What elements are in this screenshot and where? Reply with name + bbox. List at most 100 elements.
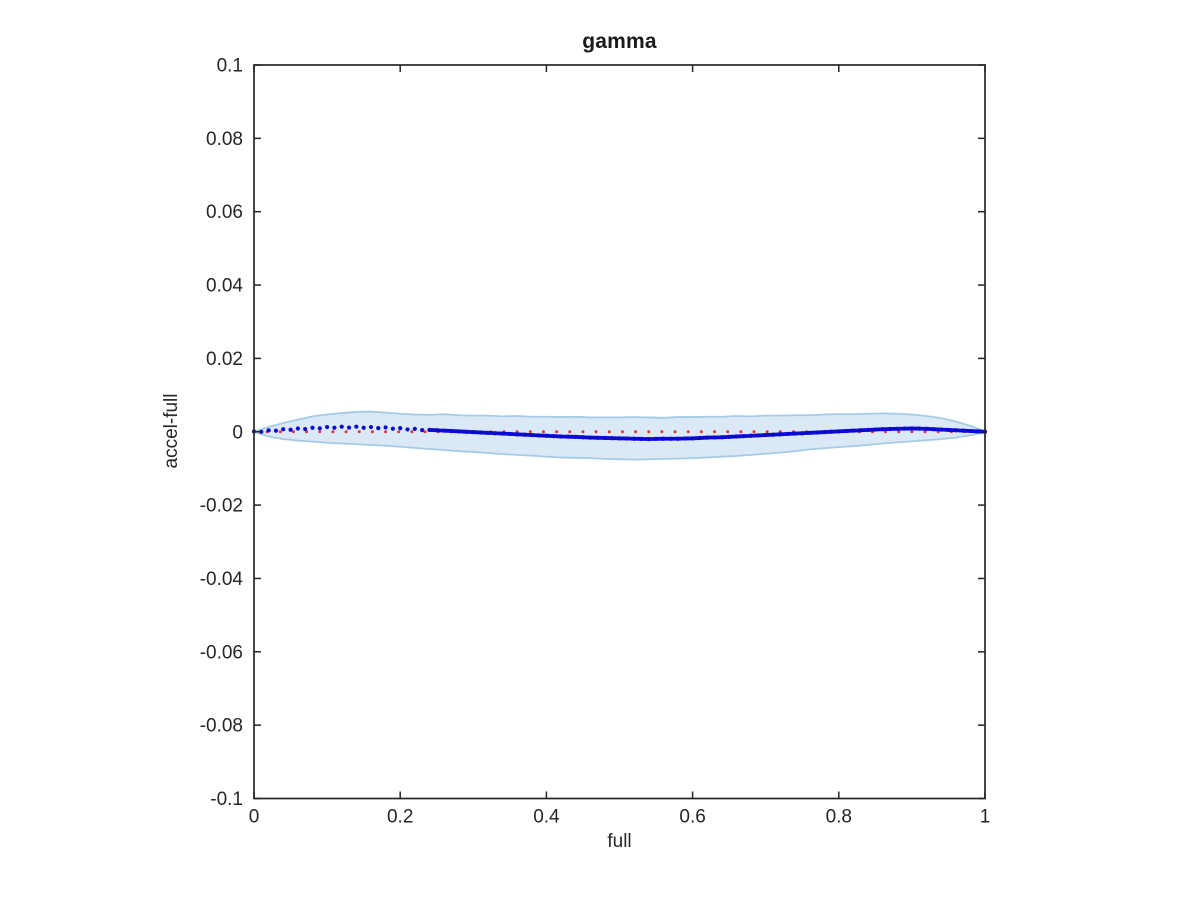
estimate-marker — [515, 432, 520, 437]
estimate-marker — [917, 426, 922, 431]
estimate-marker — [610, 436, 615, 441]
reference-marker — [331, 430, 335, 434]
estimate-marker — [632, 436, 637, 441]
estimate-marker — [434, 428, 439, 433]
estimate-marker — [668, 436, 673, 441]
estimate-marker — [361, 425, 366, 430]
reference-marker — [752, 430, 756, 434]
estimate-marker — [536, 433, 542, 438]
reference-marker — [660, 430, 664, 434]
estimate-marker — [770, 432, 776, 437]
estimate-marker — [529, 432, 534, 438]
reference-marker — [713, 430, 717, 434]
x-tick-label: 0 — [249, 807, 260, 828]
estimate-marker — [456, 429, 461, 434]
estimate-marker — [500, 431, 505, 436]
estimate-marker — [507, 431, 512, 437]
estimate-marker — [895, 426, 900, 431]
estimate-marker — [449, 428, 454, 434]
y-tick-label: -0.04 — [200, 569, 244, 590]
estimate-marker — [266, 428, 271, 433]
estimate-marker — [522, 432, 527, 437]
estimate-marker — [288, 427, 293, 432]
reference-marker — [739, 430, 743, 434]
estimate-marker — [325, 424, 330, 430]
estimate-marker — [281, 427, 286, 432]
estimate-marker — [924, 426, 929, 431]
estimate-marker — [858, 428, 863, 433]
estimate-marker — [398, 426, 403, 431]
estimate-marker — [968, 428, 973, 434]
reference-marker — [370, 430, 374, 434]
reference-marker — [607, 430, 611, 434]
estimate-marker — [544, 433, 549, 438]
estimate-marker — [471, 430, 476, 435]
reference-marker — [423, 430, 427, 434]
estimate-marker — [412, 426, 417, 431]
estimate-marker — [551, 434, 556, 439]
estimate-marker — [354, 424, 359, 429]
estimate-marker — [822, 430, 827, 435]
estimate-marker — [566, 434, 571, 439]
estimate-marker — [332, 425, 337, 430]
estimate-marker — [624, 436, 629, 441]
reference-marker — [344, 430, 348, 434]
estimate-marker — [778, 432, 783, 437]
reference-marker — [647, 430, 651, 434]
estimate-marker — [646, 436, 651, 442]
reference-marker — [291, 430, 295, 434]
estimate-marker — [829, 429, 834, 434]
estimate-marker — [873, 427, 878, 432]
reference-marker — [528, 430, 532, 434]
x-tick-label: 1 — [980, 807, 991, 828]
estimate-marker — [727, 434, 732, 439]
x-tick-label: 0.2 — [387, 807, 413, 828]
estimate-marker — [376, 426, 381, 431]
y-tick-label: -0.08 — [200, 716, 243, 737]
reference-marker — [384, 430, 388, 434]
estimate-marker — [588, 435, 593, 440]
estimate-marker — [295, 426, 300, 431]
estimate-marker — [814, 430, 819, 435]
reference-marker — [555, 430, 559, 434]
reference-marker — [897, 430, 901, 434]
y-tick-label: 0 — [232, 422, 243, 443]
estimate-marker — [719, 435, 724, 440]
reference-marker — [765, 430, 769, 434]
y-tick-label: 0.1 — [217, 56, 243, 77]
estimate-marker — [420, 428, 425, 433]
reference-marker — [673, 430, 677, 434]
estimate-marker — [939, 427, 944, 432]
estimate-marker — [368, 424, 374, 430]
estimate-marker — [836, 429, 841, 434]
estimate-marker — [303, 426, 308, 432]
estimate-marker — [785, 431, 790, 437]
estimate-marker — [485, 430, 491, 435]
estimate-marker — [463, 429, 469, 434]
estimate-marker — [705, 435, 710, 440]
estimate-marker — [690, 436, 695, 441]
estimate-marker — [756, 433, 761, 438]
y-tick-label: 0.06 — [206, 202, 243, 223]
estimate-marker — [675, 436, 681, 441]
estimate-marker — [339, 424, 344, 429]
estimate-marker — [800, 431, 805, 436]
reference-marker — [568, 430, 572, 434]
estimate-marker — [887, 426, 893, 432]
y-tick-label: -0.1 — [210, 789, 243, 810]
reference-marker — [923, 430, 927, 434]
reference-marker — [318, 430, 322, 434]
estimate-marker — [734, 434, 739, 439]
estimate-marker — [748, 433, 754, 438]
x-axis-label: full — [607, 831, 632, 852]
reference-marker — [726, 430, 730, 434]
estimate-marker — [683, 436, 688, 441]
estimate-marker — [427, 427, 432, 433]
estimate-marker — [960, 428, 966, 433]
reference-marker — [620, 430, 624, 434]
estimate-marker — [441, 428, 447, 433]
reference-marker — [541, 430, 545, 434]
reference-marker — [278, 430, 282, 434]
estimate-marker — [902, 426, 907, 431]
y-axis-label: accel-full — [161, 393, 182, 469]
